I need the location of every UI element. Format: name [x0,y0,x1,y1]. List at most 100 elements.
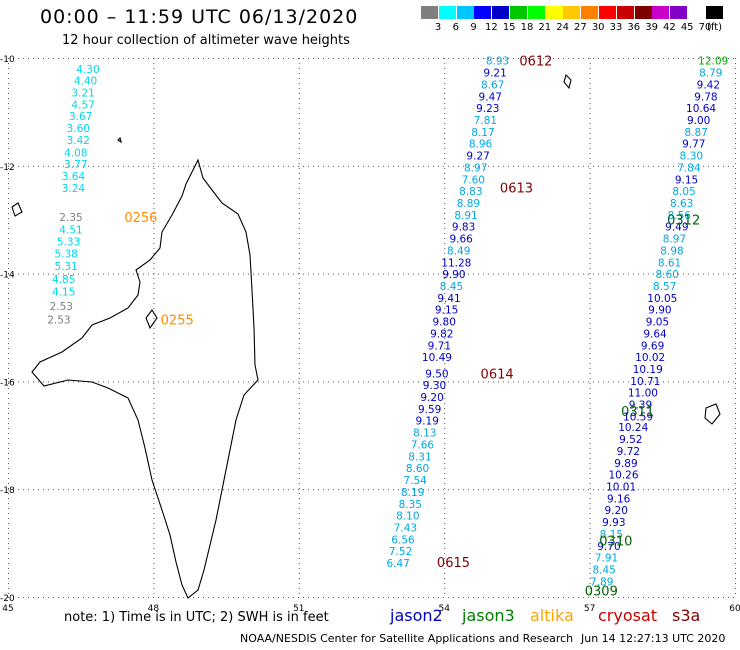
wave-height-value: 9.93 [602,517,625,529]
legend-swatch [652,6,670,19]
wave-height-value: 8.61 [658,257,681,269]
pass-time-label: 0311 [621,405,654,420]
wave-height-value: 9.19 [416,416,439,428]
generated-timestamp: Jun 14 12:27:13 UTC 2020 [581,632,726,645]
wave-height-value: 9.49 [665,222,688,234]
wave-height-value: 4.51 [59,224,82,236]
wave-height-value: 8.97 [464,162,487,174]
legend-swatch [599,6,616,19]
coastline [11,73,721,599]
lat-tick-label: -16 [0,378,15,388]
legend-swatch [438,6,456,19]
wave-height-value: 11.28 [441,257,471,269]
satellite-s3a: s3a [672,606,701,625]
legend-swatch [688,6,705,19]
lat-tick-label: -20 [0,594,15,604]
wave-height-value: 9.41 [437,293,460,305]
wave-height-value: 9.64 [643,328,667,340]
legend-swatch [581,6,599,19]
wave-height-value: 4.85 [52,274,75,286]
wave-height-value: 8.83 [459,186,482,198]
wave-height-value: 9.78 [694,91,717,103]
wave-height-value: 8.30 [680,151,703,163]
pass-time-label: 0310 [599,534,632,549]
wave-height-value: 9.47 [479,91,502,103]
madagascar-coast [31,158,259,599]
pass-time-label: 0614 [481,367,514,382]
wave-height-value: 5.31 [54,261,77,273]
wave-height-value: 9.90 [648,305,671,317]
wave-height-value: 8.91 [454,210,477,222]
wave-height-value: 10.24 [618,422,648,434]
wave-height-value: 3.67 [69,111,92,123]
wave-height-value: 5.33 [57,236,80,248]
wave-height-value: 4.40 [74,76,97,88]
wave-height-value: 7.54 [403,475,427,487]
wave-height-value: 9.59 [418,404,441,416]
legend-swatch [474,6,492,19]
wave-height-value: 11.00 [628,388,658,400]
lon-tick-label: 48 [148,604,160,614]
wave-height-value: 9.30 [423,380,446,392]
wave-height-value: 9.05 [646,317,669,329]
wave-height-value: 8.87 [685,127,708,139]
wave-height-value: 9.15 [675,174,698,186]
wave-height-value: 6.47 [386,558,409,570]
legend-tick: 12 [485,22,498,33]
wave-height-value: 8.60 [655,269,678,281]
pass-time-label: 0255 [161,313,194,328]
legend-tick: 33 [609,22,623,33]
wave-height-value: 3.21 [71,87,94,99]
legend-tick: 45 [680,22,694,33]
wave-height-value: 8.98 [660,245,683,257]
legend-swatch [670,6,688,19]
legend-tick: 30 [591,22,605,33]
wave-height-value: 10.59 [623,411,653,423]
wave-height-value: 2.53 [50,301,73,313]
legend-tick: 15 [502,22,516,33]
wave-height-value: 9.39 [629,400,652,412]
lat-lon-grid [8,58,736,598]
legend-tick: 6 [452,22,459,33]
legend-tick: 9 [470,22,477,33]
wave-height-value: 7.43 [394,522,417,534]
wave-height-labels: 4.304.403.214.573.673.603.424.083.773.64… [47,56,728,589]
wave-height-value: 9.82 [430,328,453,340]
wave-height-value: 8.49 [447,245,470,257]
wave-height-value: 8.93 [486,56,509,68]
wave-height-value: 4.57 [71,99,94,111]
legend-swatch [634,6,652,19]
lon-tick-label: 57 [584,604,595,614]
wave-height-value: 9.89 [614,458,637,470]
wave-height-value: 8.56 [668,210,692,222]
mauritius-coast [563,73,572,90]
wave-height-value: 3.64 [62,171,86,183]
wave-height-value: 7.60 [462,174,485,186]
legend-tick: 39 [645,22,658,33]
wave-height-value: 8.67 [481,79,504,91]
island-small-1 [117,136,122,144]
chart-title: 00:00 – 11:59 UTC 06/13/2020 [40,6,359,28]
legend-tick: 24 [556,22,569,33]
wave-height-value: 8.45 [440,281,463,293]
wave-height-value: 3.42 [67,135,90,147]
wave-height-value: 9.23 [476,103,499,115]
legend-swatch [563,6,581,19]
wave-height-value: 4.15 [52,286,75,298]
legend-unit: (ft) [707,22,723,33]
wave-height-value: 9.80 [433,317,456,329]
lon-tick-label: 45 [2,604,13,614]
wave-height-value: 8.15 [600,529,623,541]
wave-height-value: 8.31 [408,451,431,463]
chart-subtitle: 12 hour collection of altimeter wave hei… [62,33,350,48]
wave-height-value: 10.02 [635,352,665,364]
wave-height-value: 9.71 [428,340,451,352]
pass-time-label: 0613 [500,181,533,196]
mayotte-coast [11,202,23,217]
legend-tick: 21 [538,22,552,33]
pass-time-label: 0615 [437,556,470,571]
wave-height-value: 10.49 [422,352,452,364]
note-text: note: 1) Time is in UTC; 2) SWH is in fe… [64,610,329,625]
